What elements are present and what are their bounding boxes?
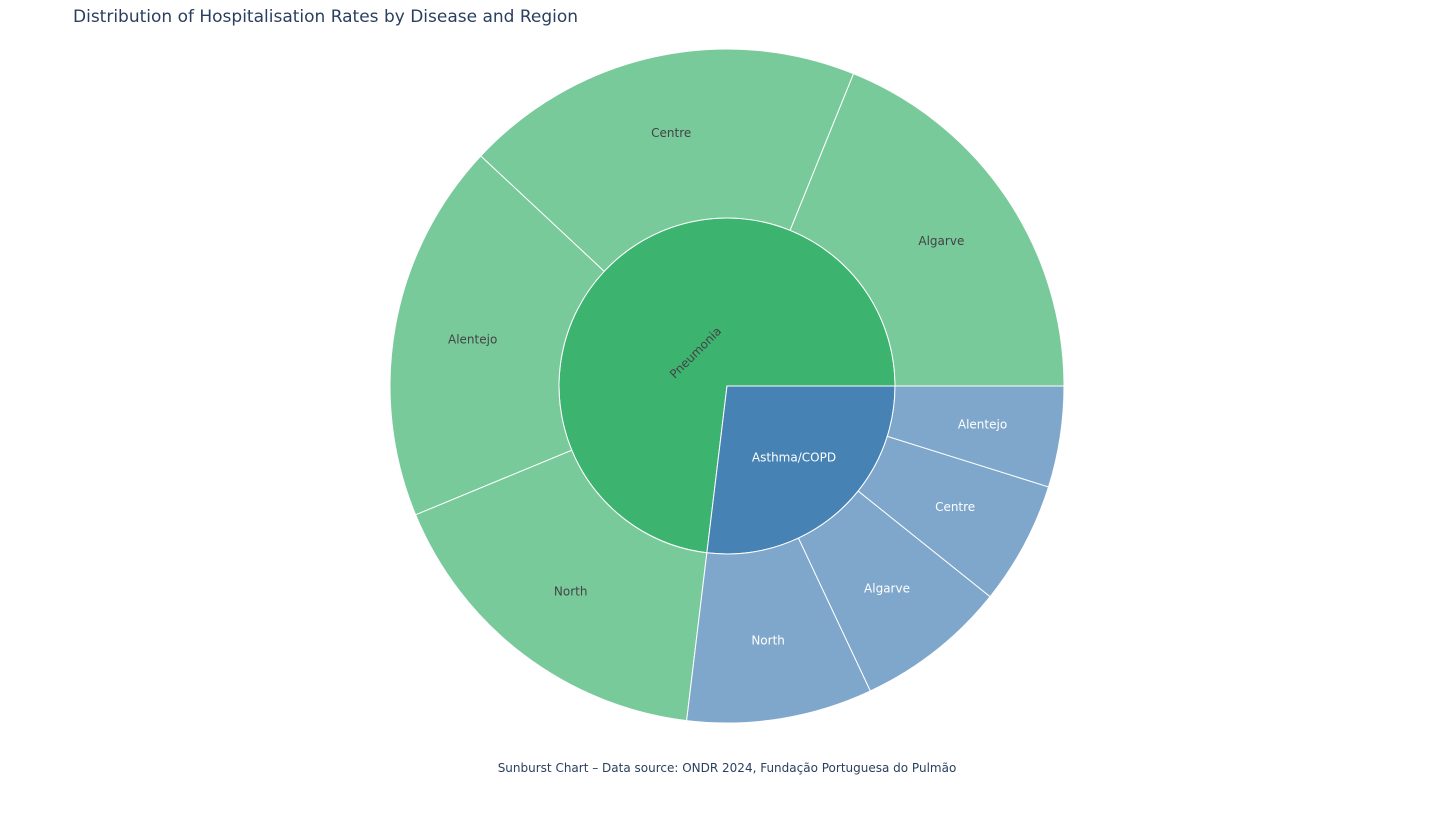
segment-pneumonia-centre[interactable] xyxy=(479,48,855,273)
segment-pneumonia-algarve[interactable] xyxy=(789,72,1065,387)
label-pneumonia-centre: Centre xyxy=(651,126,691,140)
outer-ring xyxy=(389,48,1065,724)
label-asthma-copd-alentejo: Alentejo xyxy=(958,418,1007,432)
segment-pneumonia-north[interactable] xyxy=(414,449,708,722)
segment-pneumonia-alentejo[interactable] xyxy=(389,155,605,516)
label-asthma-copd-north: North xyxy=(751,634,785,648)
chart-caption: Sunburst Chart – Data source: ONDR 2024,… xyxy=(497,761,957,775)
label-pneumonia-alentejo: Alentejo xyxy=(448,332,497,346)
label-asthma-copd-algarve: Algarve xyxy=(864,582,910,596)
label-pneumonia-algarve: Algarve xyxy=(918,234,964,248)
label-asthma-copd: Asthma/COPD xyxy=(752,451,836,465)
label-asthma-copd-centre: Centre xyxy=(935,500,975,514)
segment-asthma-copd-alentejo[interactable] xyxy=(886,385,1065,488)
chart-title: Distribution of Hospitalisation Rates by… xyxy=(73,7,579,27)
label-pneumonia-north: North xyxy=(554,584,588,598)
inner-ring xyxy=(558,217,896,555)
